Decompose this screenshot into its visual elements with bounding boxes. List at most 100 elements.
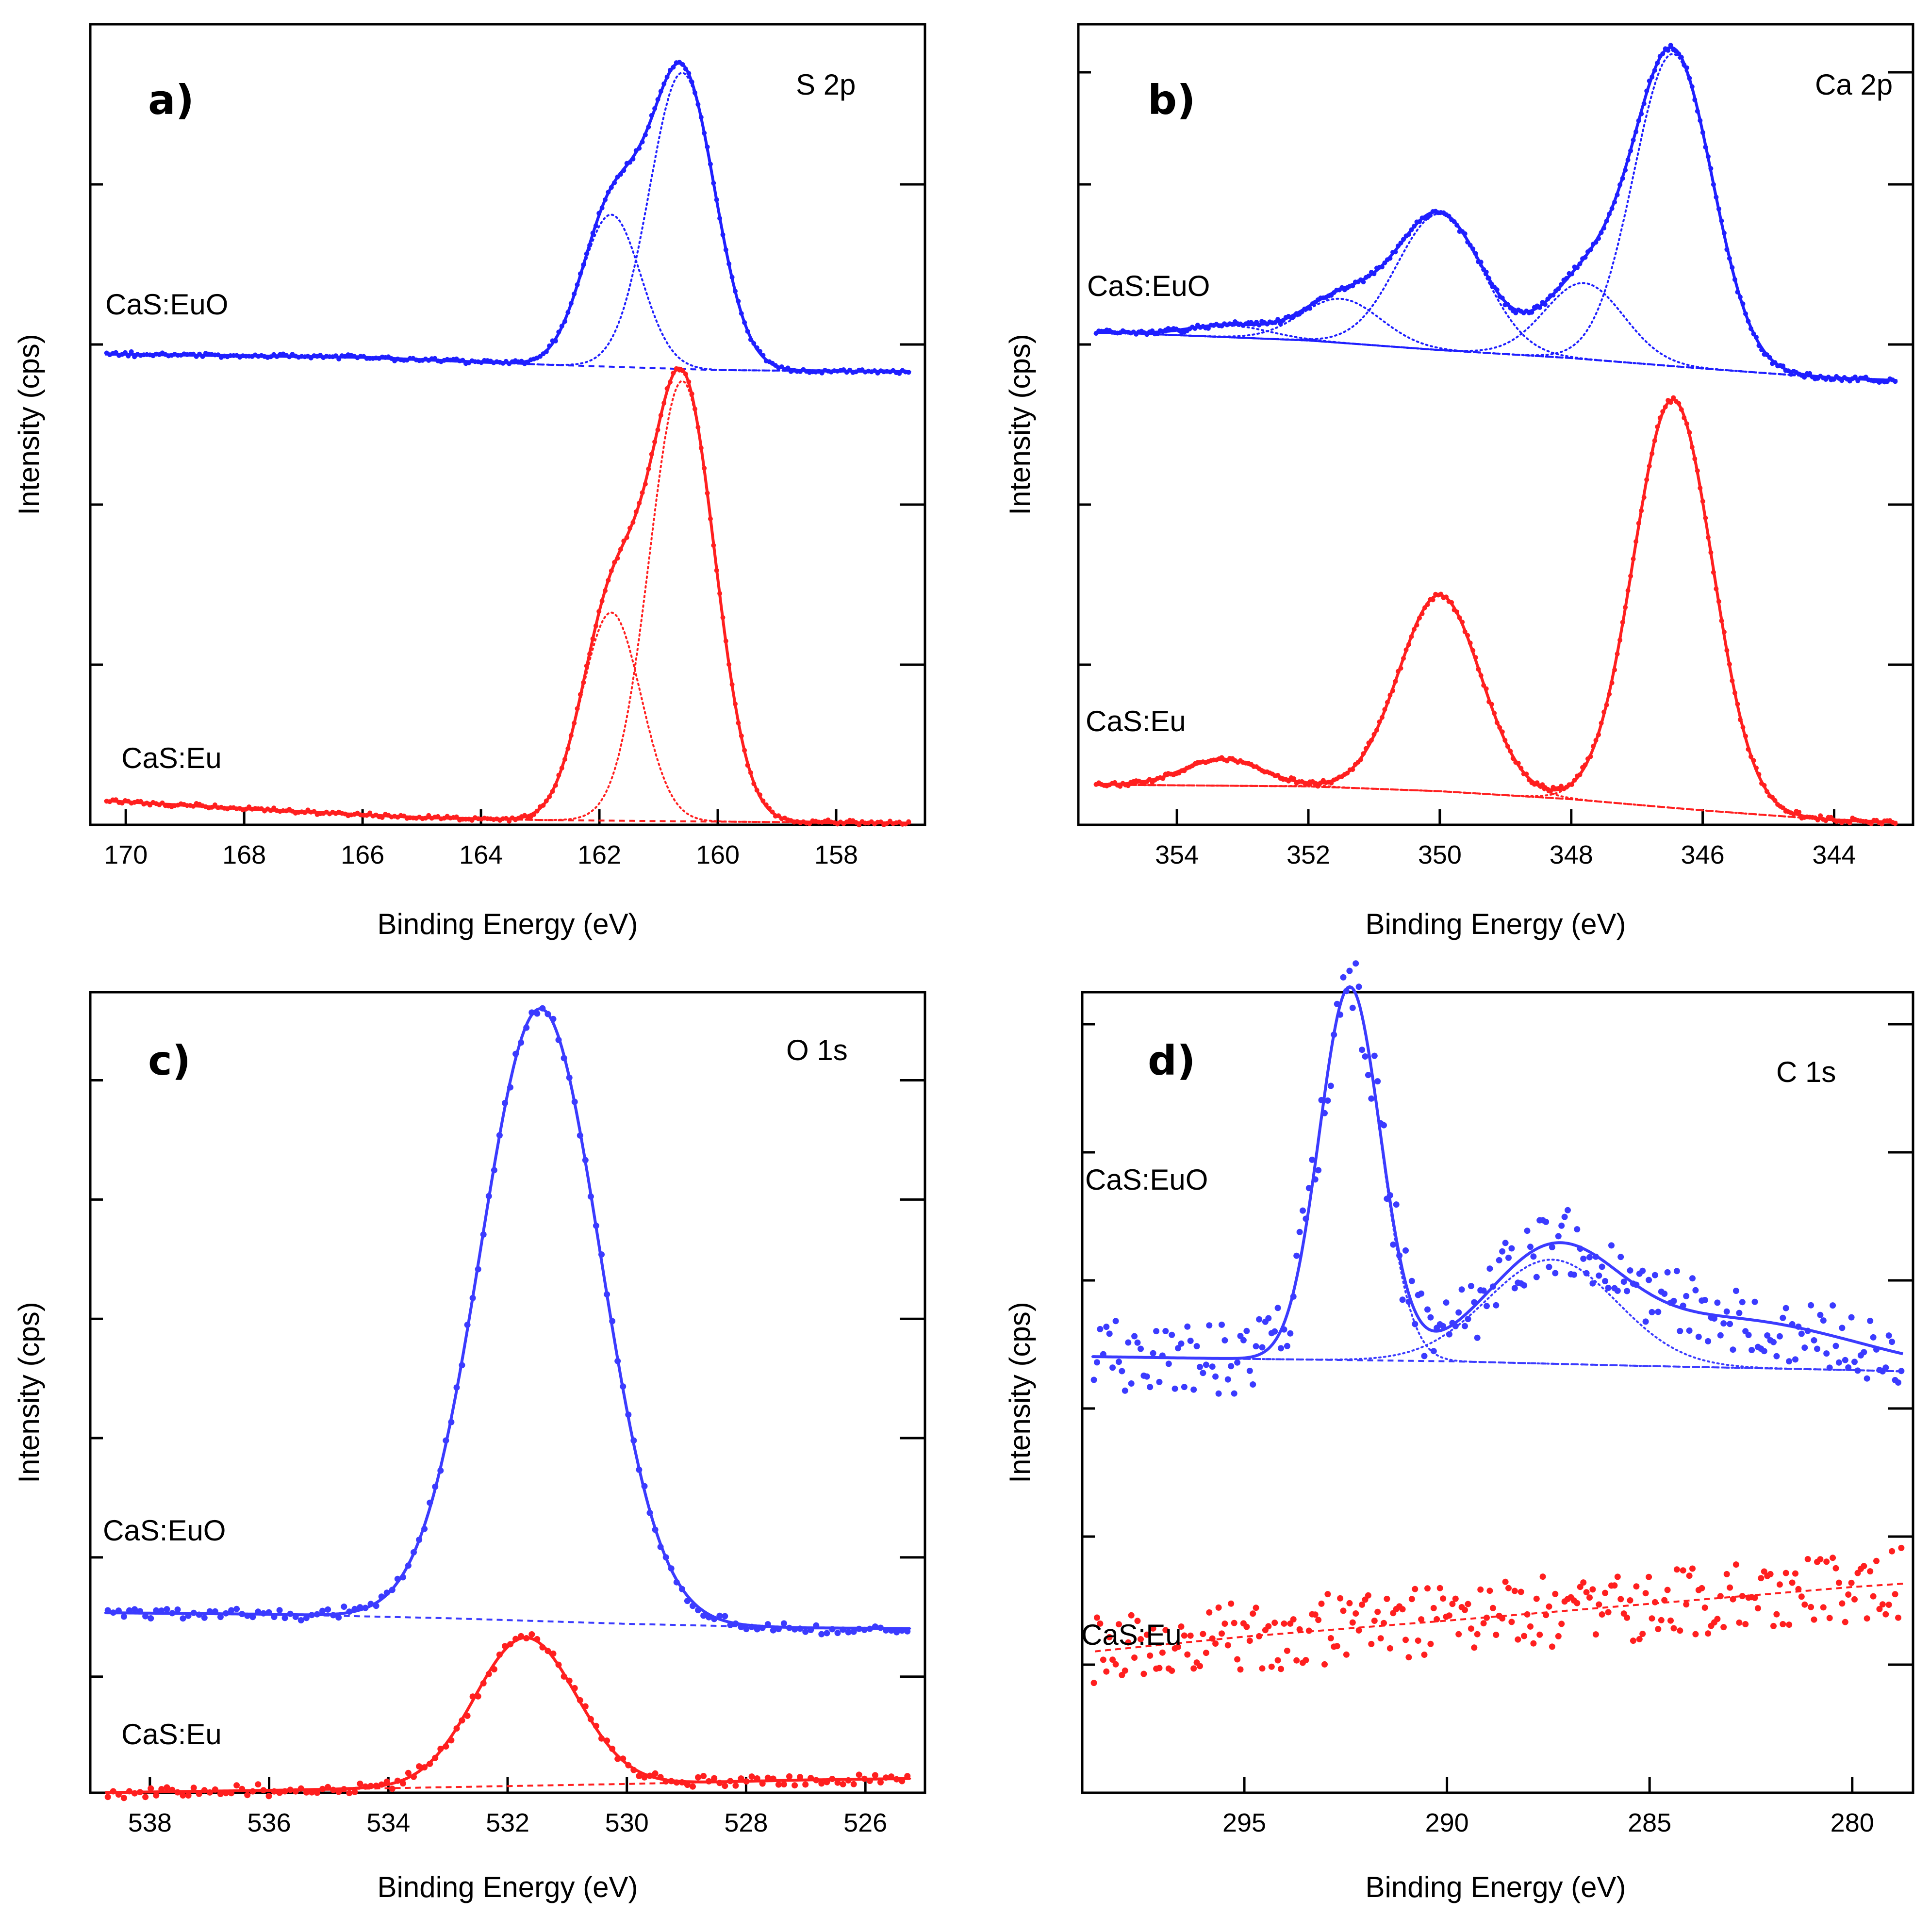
series-0-point bbox=[652, 106, 658, 111]
series-0-point bbox=[1692, 1287, 1699, 1293]
series-1-point bbox=[196, 1790, 202, 1797]
series-0-point bbox=[686, 71, 692, 76]
series-0-point bbox=[823, 368, 827, 373]
series-1-point bbox=[1190, 1665, 1197, 1672]
series-0-point bbox=[1756, 343, 1762, 348]
series-0-point bbox=[453, 1384, 460, 1391]
x-tick-label: 158 bbox=[814, 840, 858, 869]
series-1-point bbox=[518, 1633, 525, 1639]
series-1-point bbox=[590, 636, 595, 641]
series-0-point bbox=[640, 139, 645, 145]
series-1-point bbox=[668, 379, 673, 385]
series-1-point bbox=[652, 439, 658, 444]
x-tick-label: 350 bbox=[1418, 840, 1462, 869]
series-1-point bbox=[1592, 1631, 1599, 1638]
series-1-point bbox=[767, 806, 772, 811]
series-1-component-2 bbox=[1093, 758, 1898, 823]
series-0-point bbox=[900, 368, 905, 373]
series-1-point bbox=[700, 1773, 707, 1779]
series-1-point bbox=[572, 720, 577, 726]
series-0-point bbox=[1754, 1343, 1761, 1350]
series-1-point bbox=[780, 1781, 787, 1788]
series-1-point bbox=[652, 1770, 659, 1777]
series-0-point bbox=[729, 275, 735, 280]
series-0-envelope bbox=[1092, 985, 1903, 1360]
series-1-point bbox=[1493, 1632, 1500, 1638]
series-0-point bbox=[840, 1626, 846, 1633]
panel-d-series-label-eu: CaS:Eu bbox=[1081, 1619, 1182, 1651]
series-0-point bbox=[754, 345, 759, 350]
x-tick-label: 168 bbox=[222, 840, 266, 869]
series-1-point bbox=[405, 1769, 412, 1776]
series-0-point bbox=[1419, 215, 1425, 221]
series-0-point bbox=[550, 338, 555, 344]
series-0-point bbox=[1604, 218, 1609, 224]
series-0-point bbox=[1208, 323, 1214, 328]
series-0-point bbox=[738, 1623, 744, 1630]
series-0-point bbox=[824, 1630, 830, 1637]
series-1-point bbox=[1234, 1656, 1241, 1663]
series-1-point bbox=[598, 1735, 605, 1742]
series-0-point bbox=[1885, 1332, 1892, 1339]
series-1-point bbox=[1536, 1631, 1543, 1638]
series-0-point bbox=[1284, 1343, 1290, 1349]
series-0-point bbox=[788, 369, 793, 374]
series-1-point bbox=[705, 491, 710, 496]
series-0-point bbox=[1493, 1302, 1500, 1309]
series-0-point bbox=[1742, 1328, 1749, 1335]
series-1-point bbox=[625, 1762, 632, 1768]
series-1-point bbox=[330, 1786, 337, 1793]
series-1-point bbox=[1508, 1619, 1515, 1625]
series-0-point bbox=[1680, 1302, 1686, 1309]
series-0-point bbox=[362, 1605, 369, 1611]
series-1-point bbox=[1885, 1602, 1892, 1608]
series-0-point bbox=[335, 1614, 342, 1621]
series-0-point bbox=[673, 1579, 680, 1586]
series-1-point bbox=[185, 1792, 192, 1799]
series-1-point bbox=[856, 1771, 862, 1778]
series-0-point bbox=[1788, 372, 1794, 377]
series-1-point bbox=[1321, 1661, 1328, 1668]
series-1-point bbox=[571, 1685, 578, 1691]
series-1-point bbox=[802, 1781, 809, 1788]
series-0-point bbox=[1393, 1201, 1400, 1208]
series-0-point bbox=[1711, 182, 1716, 187]
series-1-point bbox=[711, 543, 716, 548]
series-1-point bbox=[1434, 1616, 1440, 1622]
series-1-point bbox=[120, 1795, 127, 1801]
x-tick-label: 538 bbox=[128, 1808, 172, 1837]
series-1-point bbox=[720, 615, 726, 620]
series-0-point bbox=[1449, 1320, 1456, 1326]
series-1-point bbox=[1650, 451, 1655, 456]
series-0-point bbox=[201, 1614, 208, 1621]
series-1-point bbox=[1605, 1609, 1612, 1616]
series-1-point bbox=[1327, 1635, 1334, 1641]
series-1-point bbox=[1630, 1637, 1636, 1644]
panel-b-core-level-title: Ca 2p bbox=[1815, 68, 1893, 101]
series-1-point bbox=[668, 1778, 675, 1785]
series-1-point bbox=[1393, 679, 1398, 684]
series-0-point bbox=[1300, 1207, 1306, 1214]
series-1-point bbox=[539, 1644, 546, 1651]
series-0-point bbox=[1555, 1233, 1562, 1240]
series-1-point bbox=[1412, 627, 1417, 632]
series-1-point bbox=[1436, 1585, 1443, 1591]
series-1-point bbox=[1402, 1637, 1409, 1643]
series-0-point bbox=[1153, 1328, 1160, 1335]
x-tick-label: 534 bbox=[366, 1808, 410, 1837]
series-1-point bbox=[593, 1722, 599, 1729]
series-1-point bbox=[1580, 1579, 1587, 1586]
series-0-point bbox=[217, 1614, 224, 1621]
series-0-point bbox=[1851, 1359, 1858, 1365]
series-1-point bbox=[1814, 1558, 1820, 1565]
series-0-point bbox=[1190, 1386, 1197, 1393]
series-0-point bbox=[1736, 1310, 1743, 1316]
series-0-point bbox=[1377, 1120, 1384, 1127]
x-tick-label: 170 bbox=[104, 840, 148, 869]
series-0-point bbox=[1355, 983, 1362, 990]
series-0-point bbox=[1315, 1167, 1322, 1174]
series-0-point bbox=[1175, 1345, 1181, 1352]
series-1-point bbox=[1826, 815, 1831, 820]
series-1-point bbox=[104, 1794, 111, 1801]
series-1-point bbox=[714, 568, 719, 573]
